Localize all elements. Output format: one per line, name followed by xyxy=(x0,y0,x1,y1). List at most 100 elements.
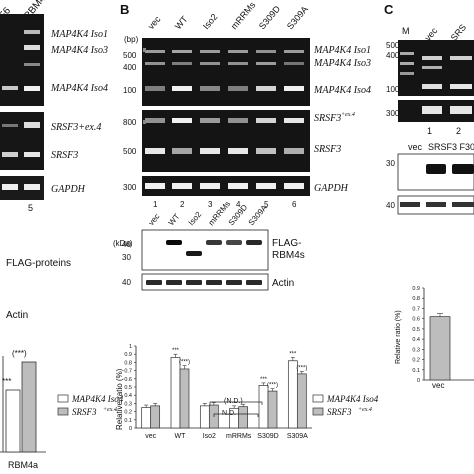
western-lane-label: WT xyxy=(167,212,182,227)
y-tick-label: 0.4 xyxy=(412,337,420,343)
panel-a-band-label: MAP4K4 Iso3 xyxy=(50,45,108,56)
panel-a-band xyxy=(24,45,40,50)
panel-a-band xyxy=(2,152,18,157)
panel-a-category: RBM4a xyxy=(8,460,38,470)
panel-c-marker: 300 xyxy=(386,109,400,118)
panel-c-western-band xyxy=(426,202,446,207)
y-tick-label: 0.9 xyxy=(124,352,132,358)
panel-a-band xyxy=(24,184,40,190)
band-iso1 xyxy=(284,50,304,53)
band-iso1 xyxy=(145,50,165,53)
y-tick-label: 0.8 xyxy=(124,360,132,366)
band-iso4 xyxy=(228,86,248,91)
western-actin-band xyxy=(226,280,242,285)
y-tick-label: 0.3 xyxy=(124,401,132,407)
gel-bands xyxy=(143,48,304,189)
band-gapdh xyxy=(228,183,248,189)
panel-c-band xyxy=(450,84,472,89)
band-iso1 xyxy=(256,50,276,53)
panel-c-band xyxy=(422,56,442,60)
bar xyxy=(141,407,152,429)
marker-label: 500 xyxy=(123,147,137,156)
marker-band xyxy=(143,48,146,52)
panel-a-star: *** xyxy=(2,377,11,386)
panel-c-western-lane: SRSF3 F30A xyxy=(428,142,474,152)
lane-labels: vec WT Iso2 mRRMs S309D S309A xyxy=(146,0,310,31)
western-actin-band xyxy=(166,280,182,285)
significance-label: (***) xyxy=(179,360,190,366)
marker-label: 300 xyxy=(123,183,137,192)
panel-a: SF6 RBM4a MAP4K4 Iso1 MAP4K4 Iso3 MAP4K4… xyxy=(0,0,124,470)
band-srsf3-ex4 xyxy=(145,118,165,123)
panel-a-band xyxy=(2,86,18,90)
significance-label: (***) xyxy=(267,383,278,389)
lane-label: S309A xyxy=(285,4,310,31)
lane-label: S309D xyxy=(257,3,283,31)
band-iso4 xyxy=(284,86,304,91)
legend-label: SRSF3 xyxy=(327,407,352,417)
band-srsf3-ex4 xyxy=(200,118,220,123)
panel-c-kda: 30 xyxy=(386,159,395,168)
panel-c-bar-chart: 0.9 0.8 0.7 0.6 0.5 0.4 0.3 0.2 0.1 0 xyxy=(412,286,474,384)
western-label: RBM4s xyxy=(272,250,305,261)
y-tick-label: 0.5 xyxy=(124,385,132,391)
bar xyxy=(179,368,190,429)
panel-a-actin-label: Actin xyxy=(6,310,28,321)
western-actin xyxy=(141,273,269,291)
lane-number: 1 xyxy=(153,200,158,209)
panel-a-bar xyxy=(5,389,21,453)
x-tick-label: S309D xyxy=(257,433,278,440)
panel-a-band xyxy=(2,184,18,190)
band-srsf3 xyxy=(145,148,165,154)
band-iso3 xyxy=(172,62,192,65)
bar xyxy=(170,357,181,429)
y-tick-label: 0.9 xyxy=(412,286,420,292)
y-tick-label: 0.5 xyxy=(412,327,420,333)
panel-a-band-label: MAP4K4 Iso4 xyxy=(50,83,108,94)
lane-label: WT xyxy=(173,14,190,32)
marker-band xyxy=(143,120,146,124)
y-tick-label: 0.6 xyxy=(412,317,420,323)
bp-label: (bp) xyxy=(124,35,139,44)
panel-a-band xyxy=(24,63,40,66)
lane-number: 3 xyxy=(208,200,213,209)
band-label-sup: +ex.4 xyxy=(341,111,355,118)
marker-label: 500 xyxy=(123,51,137,60)
lane-number: 6 xyxy=(292,200,297,209)
y-tick-label: 0.3 xyxy=(412,347,420,353)
bar xyxy=(429,316,451,381)
marker-label: 800 xyxy=(123,118,137,127)
panel-c-letter: C xyxy=(384,2,394,17)
y-tick-label: 0.6 xyxy=(124,377,132,383)
panel-b-letter: B xyxy=(120,2,129,17)
panel-c-lane-number: 2 xyxy=(456,126,461,136)
panel-c-marker: 500 xyxy=(386,41,400,50)
panel-c-western-band xyxy=(426,164,446,174)
panel-a-lane-number: 5 xyxy=(28,203,33,213)
band-srsf3 xyxy=(200,148,220,154)
bar-chart: 1 0.9 0.8 0.7 0.6 0.5 0.4 0.3 0.2 0.1 0 vec WT Iso2 mR… xyxy=(124,344,312,440)
bar xyxy=(238,406,249,429)
gel-map4k4 xyxy=(142,38,310,106)
band-gapdh xyxy=(172,183,192,189)
band-srsf3 xyxy=(228,148,248,154)
panel-a-legend-label: SRSF3 xyxy=(72,407,97,417)
panel-b: B (bp) vec WT Iso2 mRRMs S309D S309A 500 400 … xyxy=(113,0,379,440)
panel-a-star: (***) xyxy=(12,349,27,358)
band-label: GAPDH xyxy=(314,183,349,194)
panel-a-band xyxy=(24,86,40,91)
band-iso1 xyxy=(228,50,248,53)
western-flag-band xyxy=(246,240,262,245)
panel-a-band xyxy=(24,152,40,157)
panel-a-band-label: SRSF3+ex.4 xyxy=(51,122,101,133)
lane-number: 2 xyxy=(180,200,185,209)
panel-c-y-label: Relative ratio (%) xyxy=(395,310,402,364)
marker-label: 400 xyxy=(123,63,137,72)
western-lane-label: Iso2 xyxy=(187,209,204,227)
nd-label: (N.D.) xyxy=(224,398,243,405)
band-srsf3 xyxy=(284,148,304,154)
y-tick-label: 0.1 xyxy=(124,418,132,424)
lane-number: 5 xyxy=(264,200,269,209)
x-tick-label: vec xyxy=(145,433,156,440)
band-label: SRSF3 xyxy=(314,113,341,124)
